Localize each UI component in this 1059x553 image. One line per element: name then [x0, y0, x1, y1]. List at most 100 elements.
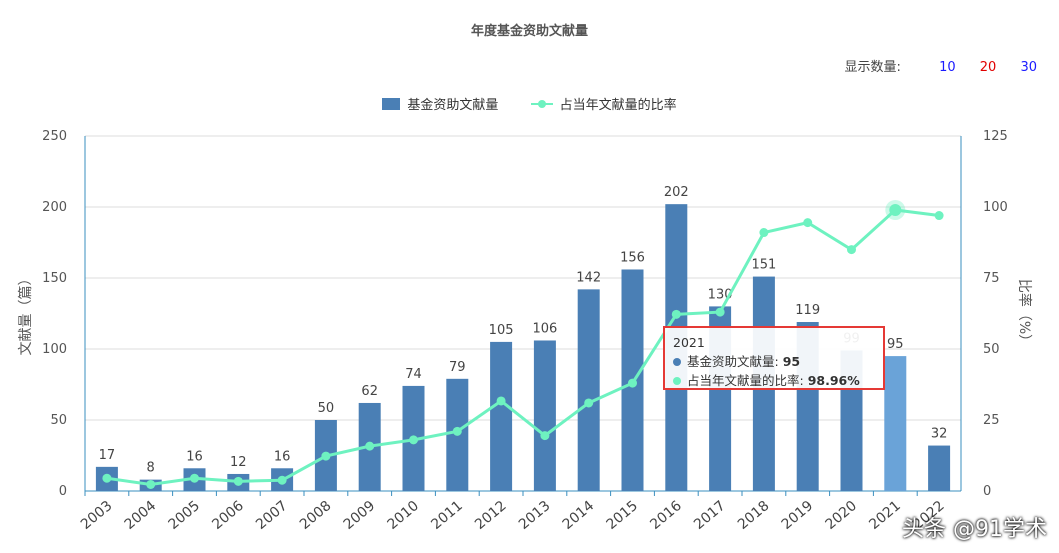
tooltip-line-dot [673, 376, 681, 385]
x-tick-label: 2015 [603, 498, 641, 533]
line-point [715, 307, 725, 317]
bar [577, 289, 600, 491]
y2-axis-title: 比率（%） [1016, 279, 1033, 348]
bar-data-label: 62 [361, 384, 378, 399]
tooltip-year: 2021 [673, 335, 705, 350]
bar [533, 340, 556, 491]
y2-tick-label: 50 [983, 342, 1000, 357]
bar-data-label: 32 [931, 427, 948, 442]
y-tick-label: 50 [50, 413, 67, 428]
y-tick-label: 150 [42, 271, 67, 286]
display-count-selector: 显示数量: 10 20 30 [845, 56, 1037, 75]
tooltip-line-label: 占当年文献量的比率: [687, 373, 804, 388]
line-point [409, 435, 418, 445]
bar-data-label: 119 [795, 303, 820, 318]
line-point [803, 218, 813, 228]
line-point [628, 378, 637, 388]
bar-data-label: 95 [887, 337, 904, 352]
x-tick-label: 2012 [472, 498, 510, 533]
bar [928, 445, 951, 491]
y-tick-label: 0 [59, 484, 67, 499]
legend-item-bar-series[interactable]: 基金资助文献量 [382, 94, 498, 113]
bar-data-label: 16 [274, 449, 291, 464]
tooltip-bar-label: 基金资助文献量: [687, 354, 779, 369]
bar-data-label: 17 [99, 448, 116, 463]
line-point [847, 245, 856, 255]
bar-data-label: 142 [576, 270, 601, 285]
display-count-30[interactable]: 30 [1020, 60, 1037, 75]
x-tick-label: 2009 [341, 498, 379, 533]
bar-data-label: 156 [620, 250, 645, 265]
x-tick-label: 2007 [253, 498, 291, 533]
x-tick-label: 2014 [560, 498, 598, 533]
y2-tick-label: 100 [983, 200, 1008, 215]
bar [884, 356, 907, 491]
line-point [190, 473, 199, 483]
tooltip-bar-dot [673, 357, 681, 366]
bar-data-label: 16 [186, 449, 203, 464]
x-tick-label: 2018 [735, 498, 773, 533]
bar-data-label: 79 [449, 360, 466, 375]
tooltip-line-value: 98.96% [807, 373, 860, 388]
y2-tick-label: 125 [983, 129, 1008, 144]
line-point [321, 451, 331, 461]
y-axis-title: 文献量（篇） [18, 272, 34, 356]
line-point [277, 475, 287, 485]
line-point [584, 398, 594, 408]
line-point [934, 211, 944, 221]
line-point [889, 203, 902, 216]
y-tick-label: 100 [42, 342, 67, 357]
y-tick-label: 250 [42, 129, 67, 144]
legend-line-label: 占当年文献量的比率 [559, 98, 677, 113]
bar-data-label: 8 [147, 461, 155, 476]
bar-data-label: 12 [230, 455, 247, 470]
chart-tooltip: 2021 基金资助文献量: 95 占当年文献量的比率: 98.96% [663, 326, 885, 390]
y-tick-label: 200 [42, 200, 67, 215]
y2-tick-label: 0 [983, 484, 991, 499]
bar-data-label: 50 [318, 401, 335, 416]
bar-data-label: 202 [664, 185, 689, 200]
x-tick-label: 2006 [209, 498, 247, 533]
line-point [102, 473, 112, 483]
tooltip-bar-row: 基金资助文献量: 95 [673, 352, 875, 371]
x-tick-label: 2016 [647, 498, 685, 533]
x-tick-label: 2021 [866, 498, 904, 533]
tooltip-bar-value: 95 [782, 354, 801, 369]
x-tick-label: 2004 [122, 498, 160, 533]
bar [490, 341, 513, 491]
display-count-label: 显示数量: [844, 60, 901, 75]
x-tick-label: 2005 [165, 498, 203, 533]
display-count-20[interactable]: 20 [979, 60, 997, 75]
bar-data-label: 106 [532, 321, 557, 336]
bar-data-label: 74 [405, 367, 422, 382]
bar-data-label: 105 [489, 323, 514, 338]
line-point [146, 479, 156, 489]
bar-data-label: 151 [751, 258, 776, 273]
x-tick-label: 2013 [516, 498, 554, 533]
line-point [540, 431, 550, 441]
chart-legend: 基金资助文献量 占当年文献量的比率 [0, 94, 1059, 114]
watermark: 头条 @91学术 [902, 517, 1047, 542]
x-tick-label: 2010 [384, 498, 422, 533]
y2-tick-label: 75 [983, 271, 1000, 286]
legend-bar-label: 基金资助文献量 [407, 98, 499, 113]
y2-tick-label: 25 [983, 413, 1000, 428]
line-point [233, 476, 243, 486]
display-count-10[interactable]: 10 [939, 60, 956, 75]
tooltip-line-row: 占当年文献量的比率: 98.96% [673, 371, 875, 390]
legend-bar-swatch [382, 97, 401, 110]
line-series-path [106, 208, 940, 486]
x-tick-label: 2003 [78, 498, 116, 533]
legend-line-swatch [530, 98, 553, 110]
line-point [496, 396, 506, 406]
line-point [671, 309, 681, 319]
line-point [365, 441, 375, 451]
legend-item-line-series[interactable]: 占当年文献量的比率 [530, 94, 677, 113]
x-tick-label: 2019 [779, 498, 817, 533]
x-tick-label: 2011 [428, 498, 466, 533]
chart-title: 年度基金资助文献量 [470, 24, 588, 39]
line-point [759, 228, 769, 238]
x-tick-label: 2017 [691, 498, 729, 533]
line-point [452, 426, 462, 436]
